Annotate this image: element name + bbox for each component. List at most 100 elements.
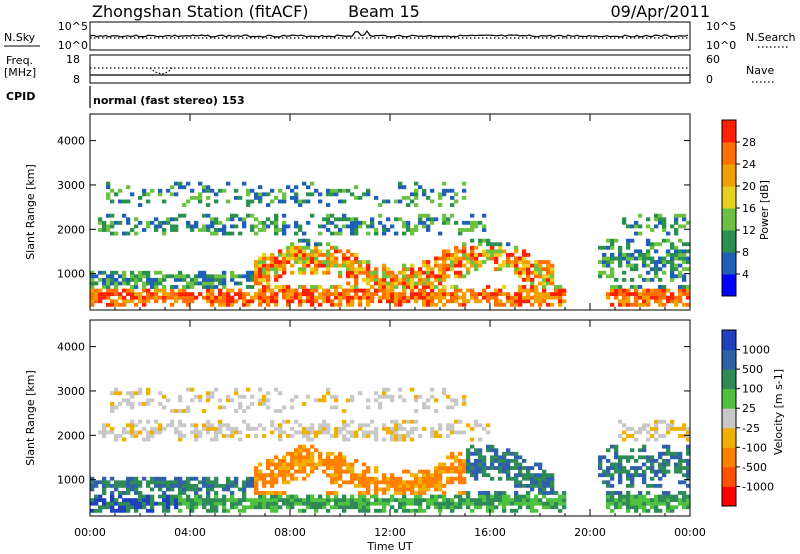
heatmap-cell bbox=[114, 281, 119, 286]
heatmap-cell bbox=[642, 295, 647, 300]
heatmap-cell bbox=[222, 423, 227, 428]
heatmap-cell bbox=[266, 473, 271, 478]
heatmap-cell bbox=[274, 508, 279, 513]
heatmap-cell bbox=[606, 256, 611, 261]
heatmap-cell bbox=[682, 242, 687, 247]
heatmap-cell bbox=[462, 469, 467, 474]
power-heatmap-cells bbox=[90, 181, 691, 307]
heatmap-cell bbox=[434, 466, 439, 470]
heatmap-cell bbox=[502, 302, 507, 307]
heatmap-cell bbox=[686, 458, 691, 463]
heatmap-cell bbox=[366, 469, 371, 474]
heatmap-cell bbox=[534, 462, 539, 467]
heatmap-cell bbox=[478, 466, 483, 470]
heatmap-cell bbox=[274, 228, 279, 232]
heatmap-cell bbox=[198, 498, 203, 503]
heatmap-cell bbox=[522, 267, 527, 272]
heatmap-cell bbox=[206, 224, 211, 229]
heatmap-cell bbox=[278, 188, 283, 193]
heatmap-cell bbox=[642, 260, 647, 264]
heatmap-cell bbox=[354, 288, 359, 293]
heatmap-cell bbox=[542, 295, 547, 300]
heatmap-cell bbox=[386, 501, 391, 506]
heatmap-cell bbox=[354, 274, 359, 279]
heatmap-cell bbox=[446, 469, 451, 474]
heatmap-cell bbox=[642, 263, 647, 268]
heatmap-cell bbox=[474, 458, 479, 463]
heatmap-cell bbox=[382, 285, 387, 289]
heatmap-cell bbox=[642, 476, 647, 481]
heatmap-cell bbox=[618, 260, 623, 264]
heatmap-cell bbox=[414, 181, 419, 186]
heatmap-cell bbox=[110, 292, 115, 297]
heatmap-cell bbox=[430, 217, 435, 222]
heatmap-cell bbox=[202, 285, 207, 289]
heatmap-cell bbox=[598, 274, 603, 279]
heatmap-cell bbox=[542, 480, 547, 485]
heatmap-cell bbox=[422, 281, 427, 286]
heatmap-cell bbox=[438, 476, 443, 481]
heatmap-cell bbox=[402, 426, 407, 431]
heatmap-cell bbox=[486, 430, 491, 435]
heatmap-cell bbox=[618, 505, 623, 510]
heatmap-cell bbox=[102, 426, 107, 431]
heatmap-cell bbox=[330, 220, 335, 225]
heatmap-cell bbox=[242, 409, 247, 413]
heatmap-cell bbox=[294, 195, 299, 200]
heatmap-cell bbox=[102, 483, 107, 488]
heatmap-cell bbox=[518, 295, 523, 300]
heatmap-cell bbox=[342, 462, 347, 467]
heatmap-cell bbox=[678, 434, 683, 438]
heatmap-cell bbox=[626, 476, 631, 481]
heatmap-cell bbox=[686, 260, 691, 264]
heatmap-cell bbox=[622, 256, 627, 261]
heatmap-cell bbox=[382, 505, 387, 510]
heatmap-cell bbox=[450, 260, 455, 264]
heatmap-cell bbox=[666, 444, 671, 449]
heatmap-cell bbox=[550, 277, 555, 282]
heatmap-cell bbox=[686, 476, 691, 481]
heatmap-cell bbox=[610, 260, 615, 264]
heatmap-cell bbox=[314, 448, 319, 453]
heatmap-cell bbox=[218, 419, 223, 424]
heatmap-cell bbox=[202, 213, 207, 218]
heatmap-cell bbox=[302, 430, 307, 435]
heatmap-cell bbox=[374, 277, 379, 282]
heatmap-cell bbox=[142, 498, 147, 503]
heatmap-cell bbox=[518, 480, 523, 485]
heatmap-cell bbox=[642, 508, 647, 513]
heatmap-cell bbox=[270, 220, 275, 225]
heatmap-cell bbox=[258, 199, 263, 204]
heatmap-cell bbox=[358, 473, 363, 478]
heatmap-cell bbox=[246, 192, 251, 197]
heatmap-cell bbox=[614, 491, 619, 495]
heatmap-cell bbox=[510, 476, 515, 481]
heatmap-cell bbox=[390, 476, 395, 481]
heatmap-cell bbox=[310, 292, 315, 297]
heatmap-cell bbox=[154, 228, 159, 232]
heatmap-cell bbox=[630, 476, 635, 481]
heatmap-cell bbox=[210, 426, 215, 431]
heatmap-cell bbox=[670, 295, 675, 300]
heatmap-cell bbox=[310, 302, 315, 307]
heatmap-cell bbox=[474, 473, 479, 478]
heatmap-cell bbox=[494, 455, 499, 460]
heatmap-cell bbox=[130, 394, 135, 399]
heatmap-cell bbox=[502, 508, 507, 513]
heatmap-cell bbox=[130, 498, 135, 503]
heatmap-cell bbox=[674, 302, 679, 307]
heatmap-cell bbox=[194, 426, 199, 431]
heatmap-cell bbox=[326, 249, 331, 254]
heatmap-cell bbox=[610, 267, 615, 272]
heatmap-cell bbox=[158, 480, 163, 485]
heatmap-cell bbox=[362, 505, 367, 510]
heatmap-cell bbox=[374, 434, 379, 438]
heatmap-cell bbox=[202, 270, 207, 275]
heatmap-cell bbox=[318, 451, 323, 456]
heatmap-cell bbox=[526, 476, 531, 481]
heatmap-cell bbox=[310, 423, 315, 428]
heatmap-cell bbox=[434, 494, 439, 499]
heatmap-cell bbox=[330, 260, 335, 264]
heatmap-cell bbox=[426, 277, 431, 282]
heatmap-cell bbox=[198, 192, 203, 197]
